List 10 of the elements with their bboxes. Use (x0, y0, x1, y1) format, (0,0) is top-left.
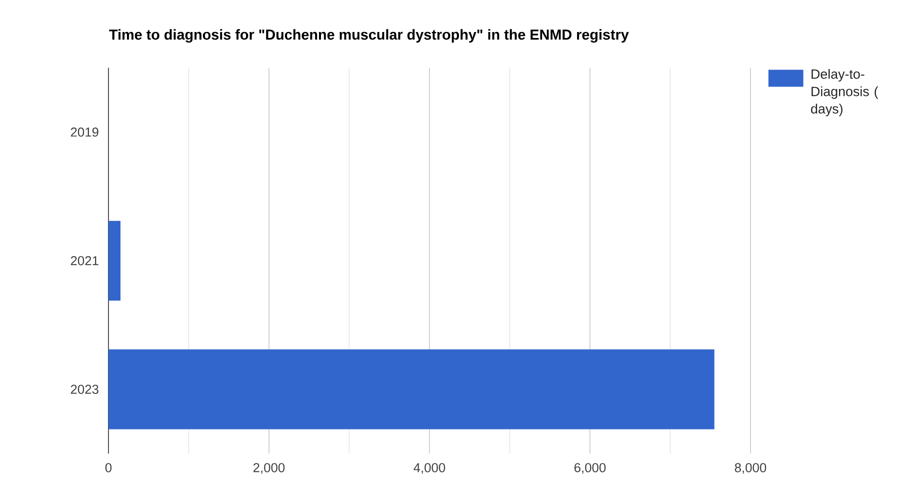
x-tick-label: 0 (105, 462, 112, 472)
x-tick-label: 4,000 (414, 462, 446, 474)
y-tick-label: 2019 (70, 127, 98, 136)
legend-label: Delay-to-Diagnosis ( days) (811, 68, 878, 116)
x-tick-label: 2,000 (253, 462, 285, 474)
y-tick-label: 2023 (70, 384, 98, 394)
x-tick-label: 6,000 (574, 462, 606, 474)
x-tick-label: 8,000 (734, 462, 766, 474)
chart-title: Time to diagnosis for "Duchenne muscular dystrophy" in the ENMD registry (109, 28, 629, 42)
y-tick-label: 2021 (70, 256, 98, 266)
